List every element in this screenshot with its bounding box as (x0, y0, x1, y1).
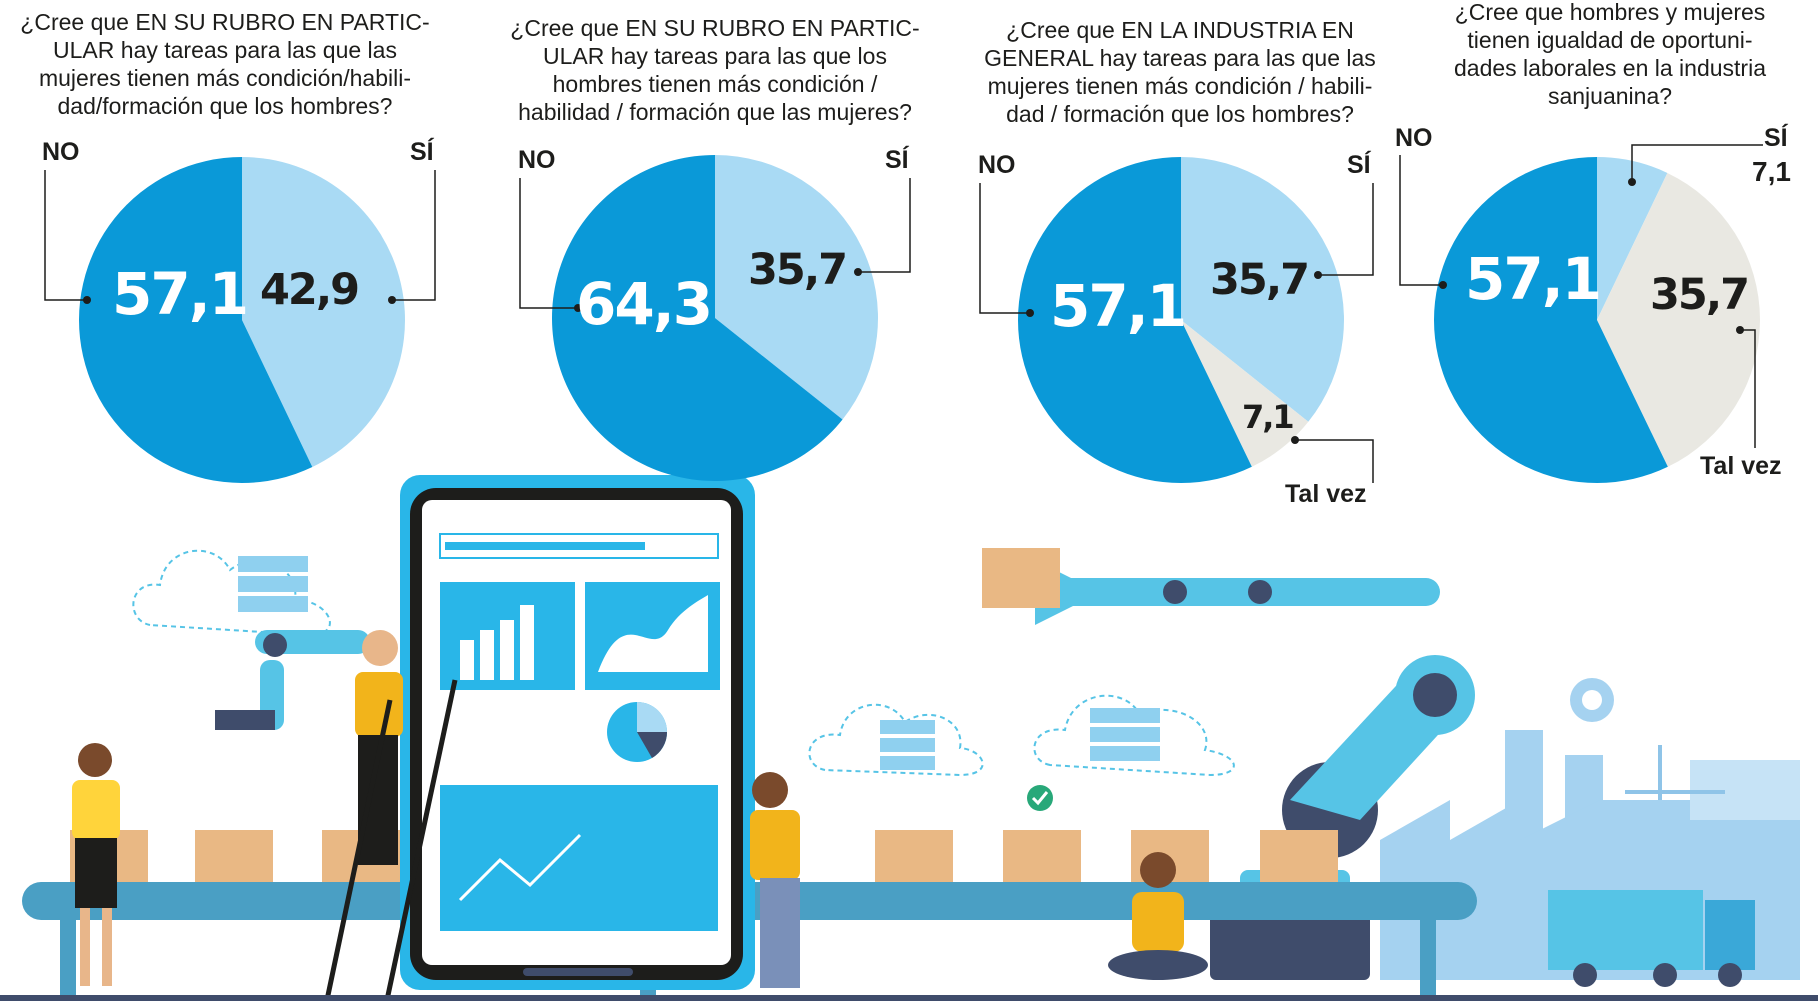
label-si-3: SÍ (1347, 151, 1371, 179)
value-si-4: 7,1 (1752, 156, 1791, 187)
question-4: ¿Cree que hombres y mujeres tienen igual… (1410, 0, 1810, 110)
pie-slice-3-si (1181, 157, 1344, 422)
industry-illustration (0, 475, 1818, 1001)
question-4-line: dades laborales en la industria (1454, 55, 1766, 81)
label-no-4: NO (1395, 124, 1433, 152)
question-2-line: ULAR hay tareas para las que los (543, 43, 887, 69)
question-1-line: ¿Cree que EN SU RUBRO EN PARTIC- (20, 9, 430, 35)
leader-dot (388, 296, 396, 304)
leader-line-si-1 (392, 170, 436, 301)
question-1-line: dad/formación que los hombres? (57, 93, 393, 119)
question-3-line: GENERAL hay tareas para las que las (984, 45, 1376, 71)
leader-dot (1439, 281, 1447, 289)
pie-slice-3-tal-vez (1181, 320, 1309, 467)
leader-dot (1291, 436, 1299, 444)
question-3: ¿Cree que EN LA INDUSTRIA EN GENERAL hay… (960, 16, 1400, 128)
label-si-2: SÍ (885, 146, 909, 174)
leader-dot (1736, 326, 1744, 334)
leader-line-si-2 (858, 178, 911, 273)
leader-lines (44, 144, 1763, 483)
leader-dot (574, 304, 582, 312)
leader-dot (854, 268, 862, 276)
pie-slice-4-tal-vez (1597, 172, 1760, 467)
leader-dots (83, 178, 1744, 444)
person-icon (1108, 852, 1208, 980)
label-talvez-4: Tal vez (1700, 452, 1782, 480)
smartphone-icon (400, 475, 755, 990)
person-icon (324, 630, 458, 1001)
value-no-2: 64,3 (576, 270, 713, 338)
label-no-3: NO (978, 151, 1016, 179)
pie-slice-2-no (552, 155, 843, 481)
question-2-line: hombres tienen más condición / (552, 71, 878, 97)
value-talvez-4: 35,7 (1650, 270, 1750, 320)
leader-line-no-2 (519, 178, 578, 309)
value-talvez-3: 7,1 (1242, 398, 1295, 436)
person-icon (750, 772, 800, 988)
leader-dot (1026, 309, 1034, 317)
server-icon (238, 556, 1160, 770)
label-si-1: SÍ (410, 138, 434, 166)
pie-slice-3-no (1018, 156, 1252, 483)
question-1-line: mujeres tienen más condición/habili- (38, 65, 412, 91)
leader-dot (1628, 178, 1636, 186)
question-3-line: ¿Cree que EN LA INDUSTRIA EN (1006, 17, 1354, 43)
value-no-3: 57,1 (1050, 272, 1187, 340)
truck-icon (1548, 890, 1755, 987)
leader-line-no-1 (44, 170, 87, 301)
question-4-line: ¿Cree que hombres y mujeres (1454, 0, 1766, 25)
question-2: ¿Cree que EN SU RUBRO EN PARTIC- ULAR ha… (490, 14, 940, 126)
value-no-4: 57,1 (1465, 245, 1602, 313)
pie-charts (79, 155, 1760, 483)
label-no-1: NO (42, 138, 80, 166)
pie-slice-2-si (715, 155, 879, 420)
gear-icon (1570, 678, 1614, 722)
leader-dot (1314, 271, 1322, 279)
leader-line-si-4 (1631, 144, 1763, 182)
person-icon (72, 743, 120, 986)
question-2-line: habilidad / formación que las mujeres? (518, 99, 912, 125)
pie-slice-1-si (242, 157, 406, 468)
label-si-4: SÍ (1764, 124, 1788, 152)
question-3-line: mujeres tienen más condición / habili- (987, 73, 1373, 99)
label-no-2: NO (518, 146, 556, 174)
pie-slice-4-no (1434, 156, 1668, 483)
value-si-2: 35,7 (748, 245, 848, 295)
leader-line-no-3 (979, 183, 1030, 314)
leader-line-no-4 (1399, 155, 1443, 286)
value-no-1: 57,1 (112, 260, 249, 328)
pie-slice-4-si (1597, 157, 1668, 320)
question-3-line: dad / formación que los hombres? (1006, 101, 1354, 127)
leader-dot (83, 296, 91, 304)
label-talvez-3: Tal vez (1285, 480, 1367, 508)
leader-line-talvez-4 (1740, 329, 1756, 448)
leader-line-si-3 (1318, 183, 1374, 276)
value-si-1: 42,9 (260, 265, 360, 315)
question-2-line: ¿Cree que EN SU RUBRO EN PARTIC- (510, 15, 920, 41)
baseline-bar (0, 995, 1818, 1001)
leader-line-talvez-3 (1295, 439, 1374, 483)
check-icon (1027, 785, 1053, 811)
question-4-line: sanjuanina? (1547, 83, 1673, 109)
value-si-3: 35,7 (1210, 255, 1310, 305)
question-4-line: tienen igualdad de oportuni- (1467, 27, 1753, 53)
question-1: ¿Cree que EN SU RUBRO EN PARTIC- ULAR ha… (5, 8, 445, 120)
pie-slice-1-no (79, 156, 313, 483)
question-1-line: ULAR hay tareas para las que las (53, 37, 397, 63)
robot-arm-icon (215, 630, 370, 730)
